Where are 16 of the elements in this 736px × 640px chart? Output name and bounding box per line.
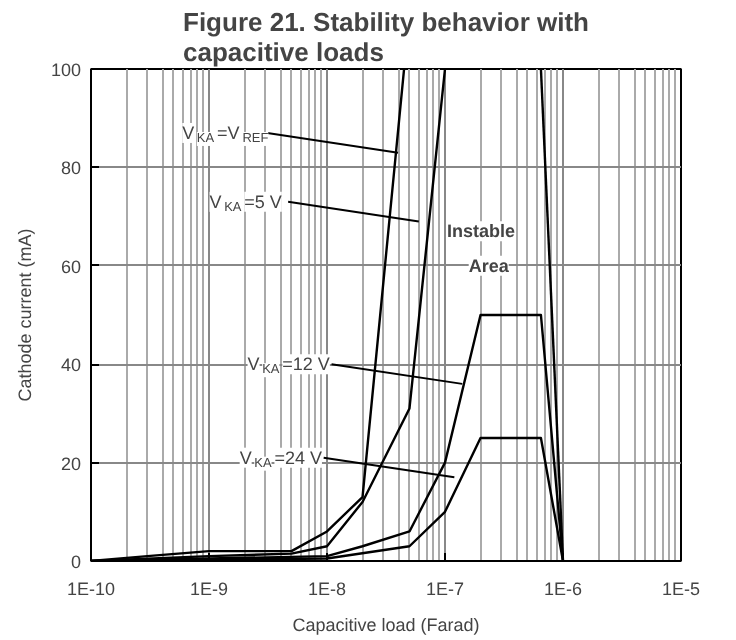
x-tick-label: 1E-5	[661, 579, 701, 599]
x-tick-label: 1E-6	[543, 579, 583, 599]
y-tick-label: 60	[60, 256, 82, 277]
x-axis-title: Capacitive load (Farad)	[292, 615, 480, 635]
y-tick-label: 0	[70, 552, 82, 572]
chart-title: Figure 21. Stability behavior with capacitive loads	[183, 7, 590, 67]
annotation: Instable Area	[447, 221, 516, 276]
y-tick-label: 80	[60, 158, 82, 179]
y-axis-title: Cathode current (mA)	[14, 228, 35, 402]
x-tick-label: 1E-9	[189, 579, 229, 599]
x-tick-label: 1E-10	[66, 579, 116, 599]
x-tick-label: 1E-7	[425, 579, 465, 599]
x-tick-label: 1E-8	[307, 579, 347, 599]
y-tick-label: 20	[60, 453, 82, 474]
y-tick-label: 40	[60, 355, 82, 376]
y-tick-label: 100	[50, 60, 82, 80]
